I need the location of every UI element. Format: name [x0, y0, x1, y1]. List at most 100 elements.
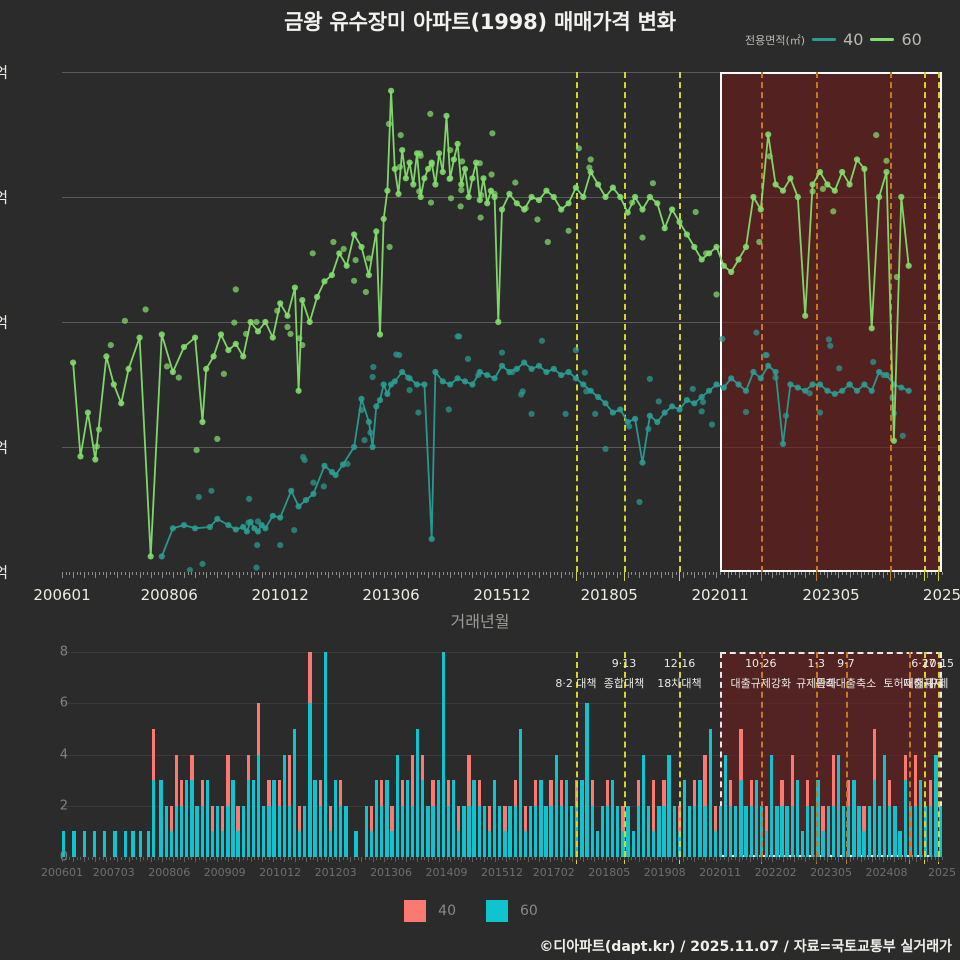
volume-x-minor-tick: [102, 857, 104, 860]
price-x-minor-tick: [875, 572, 877, 575]
volume-bar-60: [513, 805, 517, 857]
price-x-event-tick: [816, 572, 818, 581]
price-point: [646, 193, 654, 201]
volume-chart: [62, 652, 942, 857]
price-x-event-tick: [923, 572, 925, 581]
price-x-minor-tick: [860, 572, 862, 578]
volume-x-minor-tick: [272, 857, 274, 862]
price-point: [232, 526, 239, 533]
price-x-minor-tick: [531, 572, 533, 575]
price-point: [893, 273, 901, 281]
price-x-minor-tick: [897, 572, 899, 575]
price-x-minor-tick: [450, 572, 452, 578]
volume-x-minor-tick: [235, 857, 237, 860]
price-point: [735, 256, 742, 263]
price-point: [899, 432, 906, 439]
volume-x-minor-tick: [627, 857, 629, 862]
volume-event-line: [624, 652, 627, 857]
price-x-minor-tick: [476, 572, 478, 575]
volume-bar-60: [123, 831, 127, 857]
price-gridline: [62, 197, 942, 198]
volume-x-minor-tick: [487, 857, 489, 860]
page-title: 금왕 유수장미 아파트(1998) 매매가격 변화: [284, 10, 676, 34]
volume-bar-40: [847, 780, 851, 806]
volume-x-minor-tick: [298, 857, 300, 860]
volume-bar-60: [472, 780, 476, 857]
volume-x-minor-tick: [856, 857, 858, 860]
price-x-minor-tick: [771, 572, 773, 578]
price-point: [107, 342, 114, 349]
volume-bar-60: [221, 831, 225, 857]
price-point: [713, 381, 720, 388]
price-x-minor-tick: [812, 572, 814, 575]
price-x-minor-tick: [213, 572, 215, 575]
price-point: [291, 284, 298, 291]
volume-x-minor-tick: [546, 857, 548, 860]
price-point: [846, 381, 853, 388]
price-x-event-tick: [890, 572, 892, 581]
volume-bar-60: [749, 805, 753, 857]
price-point: [376, 331, 384, 338]
price-highlight-zone: [720, 72, 942, 572]
price-point: [469, 175, 476, 182]
volume-bar-40: [549, 780, 553, 806]
price-x-minor-tick: [712, 572, 714, 575]
price-point: [836, 365, 843, 372]
price-x-minor-tick: [106, 572, 108, 578]
volume-x-minor-tick: [616, 857, 618, 862]
price-x-minor-tick: [930, 572, 932, 575]
volume-bar-60: [262, 805, 266, 857]
price-point: [636, 498, 643, 506]
price-line-40: [160, 361, 910, 557]
volume-bar-60: [523, 831, 528, 857]
price-point: [432, 368, 439, 376]
volume-bar-60: [770, 754, 774, 857]
volume-bar-40: [703, 754, 707, 806]
price-x-minor-tick: [635, 572, 637, 575]
volume-x-minor-tick: [309, 857, 311, 860]
price-point: [794, 193, 801, 201]
price-x-axis-label: 거래년월: [450, 612, 510, 631]
volume-bar-60: [487, 831, 492, 857]
volume-x-minor-tick: [664, 857, 666, 860]
volume-bar-40: [477, 780, 481, 806]
volume-bar-60: [611, 780, 615, 857]
volume-bar-40: [308, 652, 312, 704]
price-point: [592, 410, 599, 417]
price-point: [757, 375, 764, 382]
price-x-minor-tick: [139, 572, 141, 578]
volume-annotation-label: 특례대출축소: [815, 677, 877, 690]
price-point: [661, 225, 668, 232]
price-event-line: [816, 72, 819, 572]
volume-bar-60: [92, 831, 97, 857]
volume-y-tick-label: 6: [59, 695, 68, 711]
volume-x-minor-tick: [98, 857, 100, 860]
volume-x-minor-tick: [550, 857, 552, 862]
volume-x-minor-tick: [801, 857, 803, 860]
price-point: [425, 165, 432, 172]
volume-annotation-date: 12·16: [663, 657, 696, 670]
volume-x-event-tick: [845, 857, 847, 864]
price-x-minor-tick: [561, 572, 563, 578]
price-x-minor-tick: [283, 572, 285, 578]
volume-bar-60: [303, 805, 307, 857]
price-point: [384, 390, 391, 397]
volume-legend-label-60: 60: [520, 903, 538, 919]
price-point: [475, 372, 482, 379]
price-x-minor-tick: [228, 572, 230, 578]
volume-x-minor-tick: [601, 857, 603, 860]
price-point: [458, 187, 465, 194]
volume-x-minor-tick: [243, 857, 245, 860]
volume-x-minor-tick: [294, 857, 296, 862]
price-x-minor-tick: [509, 572, 511, 575]
volume-bar-60: [380, 805, 384, 857]
price-x-minor-tick: [845, 572, 847, 575]
volume-bar-40: [151, 728, 156, 781]
volume-x-minor-tick: [705, 857, 707, 862]
volume-x-minor-tick: [317, 857, 319, 862]
price-x-minor-tick: [246, 572, 248, 575]
price-x-minor-tick: [905, 572, 907, 578]
price-x-minor-tick: [224, 572, 226, 575]
volume-y-tick-label: 8: [59, 644, 68, 660]
volume-bar-60: [287, 805, 292, 857]
